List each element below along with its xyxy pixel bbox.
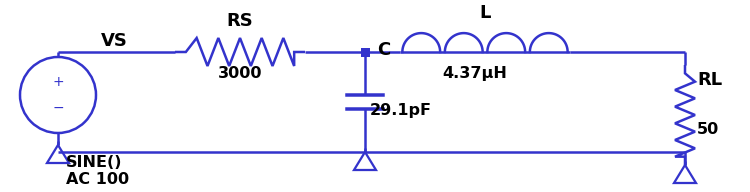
Text: 50: 50 bbox=[697, 122, 719, 137]
Text: 29.1pF: 29.1pF bbox=[370, 103, 432, 118]
Text: L: L bbox=[479, 4, 490, 22]
Text: 4.37μH: 4.37μH bbox=[442, 66, 508, 81]
Text: C: C bbox=[377, 41, 390, 59]
Text: RS: RS bbox=[226, 12, 254, 30]
Text: +: + bbox=[53, 75, 64, 89]
Text: RL: RL bbox=[697, 71, 722, 89]
Text: 3000: 3000 bbox=[217, 66, 262, 81]
Text: −: − bbox=[53, 101, 64, 115]
Bar bbox=[361, 47, 370, 56]
Text: SINE()
AC 100: SINE() AC 100 bbox=[66, 155, 129, 187]
Text: VS: VS bbox=[101, 32, 128, 50]
